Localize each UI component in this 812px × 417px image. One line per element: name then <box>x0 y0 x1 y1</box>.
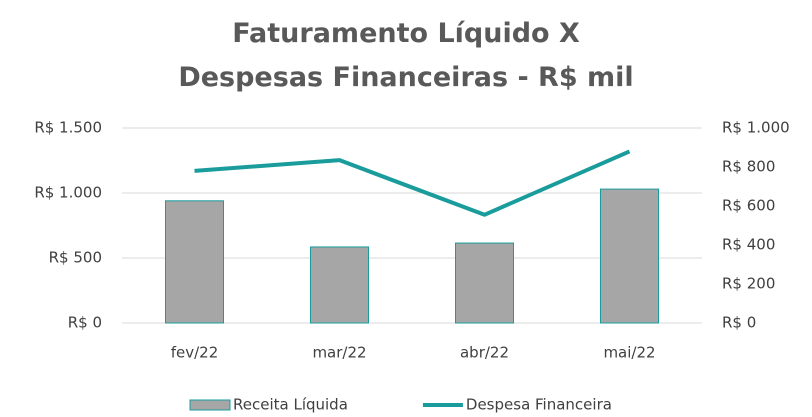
y2-tick-label: R$ 800 <box>722 158 775 176</box>
y-tick-label: R$ 1.500 <box>34 119 102 137</box>
y2-tick-label: R$ 200 <box>722 275 775 293</box>
x-tick-label: abr/22 <box>460 344 509 362</box>
bar <box>455 242 514 324</box>
legend-label: Receita Líquida <box>233 396 348 414</box>
bar <box>310 246 369 324</box>
y2-tick-label: R$ 1.000 <box>722 119 790 137</box>
y-tick-label: R$ 0 <box>68 314 102 332</box>
y2-tick-label: R$ 600 <box>722 197 775 215</box>
y-tick-label: R$ 500 <box>49 249 102 267</box>
y-tick-label: R$ 1.000 <box>34 184 102 202</box>
x-tick-label: mai/22 <box>603 344 655 362</box>
bar <box>600 188 659 324</box>
bar <box>165 200 224 324</box>
y2-tick-label: R$ 400 <box>722 236 775 254</box>
y2-tick-label: R$ 0 <box>722 314 756 332</box>
line <box>194 149 631 217</box>
chart-title: Faturamento Líquido X Despesas Financeir… <box>178 18 634 93</box>
x-tick-label: mar/22 <box>312 344 366 362</box>
legend-swatch <box>189 399 231 411</box>
legend-label: Despesa Financeira <box>466 396 612 414</box>
x-tick-label: fev/22 <box>171 344 219 362</box>
